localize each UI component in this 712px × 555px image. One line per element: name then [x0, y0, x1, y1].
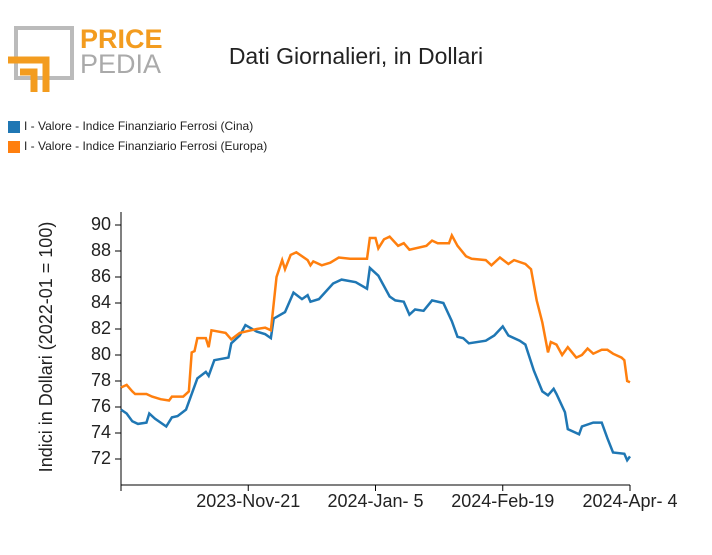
logo-top: PRICE	[80, 24, 163, 54]
y-tick-label: 76	[91, 396, 111, 416]
x-tick-label: 2023-Nov-21	[196, 491, 300, 511]
legend-label: I - Valore - Indice Finanziario Ferrosi …	[24, 139, 267, 153]
logo: PRICE PEDIA	[8, 24, 163, 92]
logo-bottom: PEDIA	[80, 49, 161, 79]
y-tick-label: 78	[91, 370, 111, 390]
x-tick-label: 2024-Apr- 4	[582, 491, 677, 511]
x-tick-label: 2024-Jan- 5	[327, 491, 423, 511]
y-tick-label: 84	[91, 292, 111, 312]
y-tick-label: 90	[91, 214, 111, 234]
y-axis-label: Indici in Dollari (2022-01 = 100)	[36, 222, 56, 473]
y-tick-label: 72	[91, 448, 111, 468]
y-tick-label: 74	[91, 422, 111, 442]
x-tick-label: 2024-Feb-19	[451, 491, 554, 511]
legend-label: I - Valore - Indice Finanziario Ferrosi …	[24, 119, 253, 133]
legend-swatch	[8, 141, 20, 153]
y-tick-label: 80	[91, 344, 111, 364]
legend-swatch	[8, 121, 20, 133]
y-tick-label: 82	[91, 318, 111, 338]
y-tick-label: 88	[91, 240, 111, 260]
y-tick-label: 86	[91, 266, 111, 286]
chart-title: Dati Giornalieri, in Dollari	[229, 43, 483, 69]
logo-mark	[8, 56, 50, 92]
series-line	[120, 232, 631, 402]
series-line	[120, 265, 632, 463]
